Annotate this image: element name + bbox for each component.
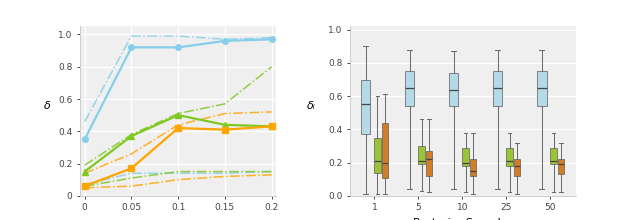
Y-axis label: δ: δ [44, 101, 51, 111]
PathPatch shape [514, 159, 520, 176]
PathPatch shape [449, 73, 458, 106]
PathPatch shape [493, 71, 502, 106]
Y-axis label: δᵢ: δᵢ [307, 101, 316, 111]
X-axis label: ε: ε [175, 218, 181, 220]
PathPatch shape [361, 80, 371, 134]
PathPatch shape [470, 159, 476, 176]
PathPatch shape [381, 123, 388, 178]
PathPatch shape [537, 71, 547, 106]
X-axis label: Posterior Samples: Posterior Samples [413, 218, 513, 220]
PathPatch shape [404, 71, 415, 106]
PathPatch shape [550, 148, 557, 164]
PathPatch shape [557, 159, 564, 174]
PathPatch shape [426, 151, 432, 176]
PathPatch shape [462, 148, 469, 166]
PathPatch shape [374, 138, 381, 172]
PathPatch shape [418, 146, 425, 164]
PathPatch shape [506, 148, 513, 166]
